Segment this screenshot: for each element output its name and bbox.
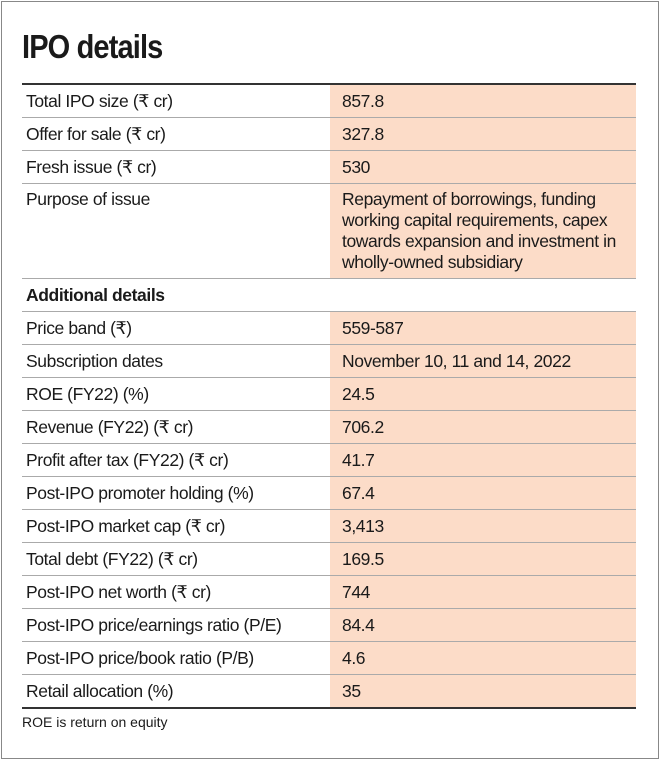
row-value: 84.4 — [330, 608, 636, 642]
row-value: 41.7 — [330, 443, 636, 477]
row-label: Post-IPO price/earnings ratio (P/E) — [22, 608, 330, 642]
row-label: Subscription dates — [22, 344, 330, 378]
table-row: Fresh issue (₹ cr) 530 — [22, 150, 636, 184]
row-label: Post-IPO market cap (₹ cr) — [22, 509, 330, 543]
row-label: Post-IPO price/book ratio (P/B) — [22, 641, 330, 675]
row-label: Price band (₹) — [22, 311, 330, 345]
table-row: Profit after tax (FY22) (₹ cr) 41.7 — [22, 443, 636, 477]
row-value: 706.2 — [330, 410, 636, 444]
table-row: Purpose of issue Repayment of borrowings,… — [22, 183, 636, 279]
table-row: Post-IPO price/book ratio (P/B) 4.6 — [22, 641, 636, 675]
row-value: 169.5 — [330, 542, 636, 576]
footnote: ROE is return on equity — [22, 714, 168, 730]
table-row: Revenue (FY22) (₹ cr) 706.2 — [22, 410, 636, 444]
row-value: 559-587 — [330, 311, 636, 345]
row-label: Purpose of issue — [22, 183, 330, 279]
row-value: 327.8 — [330, 117, 636, 151]
row-label: Post-IPO net worth (₹ cr) — [22, 575, 330, 609]
row-label: Fresh issue (₹ cr) — [22, 150, 330, 184]
row-value: 3,413 — [330, 509, 636, 543]
row-value: 4.6 — [330, 641, 636, 675]
row-label: Total debt (FY22) (₹ cr) — [22, 542, 330, 576]
row-label: Revenue (FY22) (₹ cr) — [22, 410, 330, 444]
row-value: 35 — [330, 674, 636, 709]
row-label: Offer for sale (₹ cr) — [22, 117, 330, 151]
row-value: 530 — [330, 150, 636, 184]
section-heading: Additional details — [22, 278, 636, 312]
table-row: Offer for sale (₹ cr) 327.8 — [22, 117, 636, 151]
table-row: Post-IPO market cap (₹ cr) 3,413 — [22, 509, 636, 543]
row-value: November 10, 11 and 14, 2022 — [330, 344, 636, 378]
row-value: 857.8 — [330, 84, 636, 118]
ipo-table: Total IPO size (₹ cr) 857.8 Offer for sale… — [22, 83, 636, 709]
row-value: 744 — [330, 575, 636, 609]
row-label: Profit after tax (FY22) (₹ cr) — [22, 443, 330, 477]
table-row: Post-IPO promoter holding (%) 67.4 — [22, 476, 636, 510]
row-label: Post-IPO promoter holding (%) — [22, 476, 330, 510]
row-value: 67.4 — [330, 476, 636, 510]
table-row: Subscription dates November 10, 11 and 14… — [22, 344, 636, 378]
row-label: ROE (FY22) (%) — [22, 377, 330, 411]
section-row: Additional details — [22, 278, 636, 312]
table-row: Total IPO size (₹ cr) 857.8 — [22, 84, 636, 118]
table-row: Post-IPO net worth (₹ cr) 744 — [22, 575, 636, 609]
table-row: Retail allocation (%) 35 — [22, 674, 636, 709]
table-row: Total debt (FY22) (₹ cr) 169.5 — [22, 542, 636, 576]
title: IPO details — [22, 28, 163, 65]
row-value: Repayment of borrowings, funding working… — [330, 183, 636, 279]
table-row: Post-IPO price/earnings ratio (P/E) 84.4 — [22, 608, 636, 642]
table-row: ROE (FY22) (%) 24.5 — [22, 377, 636, 411]
table-row: Price band (₹) 559-587 — [22, 311, 636, 345]
row-value: 24.5 — [330, 377, 636, 411]
row-label: Total IPO size (₹ cr) — [22, 84, 330, 118]
row-label: Retail allocation (%) — [22, 674, 330, 709]
